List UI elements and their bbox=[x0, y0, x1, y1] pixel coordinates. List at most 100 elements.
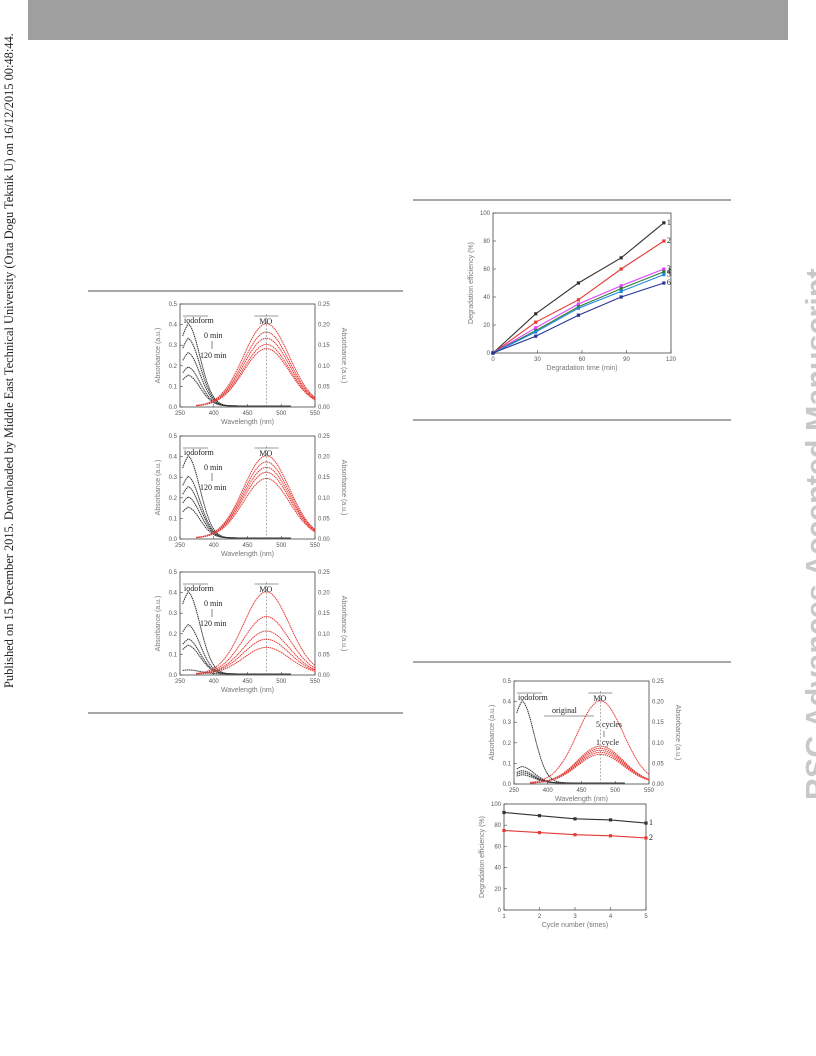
x-tick-label: 0 bbox=[491, 357, 495, 363]
x-axis-label: Wavelength (nm) bbox=[555, 796, 608, 803]
y2-axis-label: Absorbance (a.u.) bbox=[340, 460, 347, 516]
y2-axis-label: Absorbance (a.u.) bbox=[340, 596, 347, 652]
data-point bbox=[644, 836, 648, 840]
rule-left-bottom bbox=[88, 712, 403, 714]
y2-tick-label: 0.20 bbox=[318, 323, 330, 329]
x-tick-label: 400 bbox=[209, 679, 220, 685]
original-label: original bbox=[552, 706, 578, 715]
x-tick-label: 30 bbox=[534, 357, 541, 363]
iodoform-spectrum-curve bbox=[182, 506, 291, 539]
mo-spectrum-curve bbox=[196, 466, 316, 538]
mo-spectrum-curve bbox=[196, 348, 316, 407]
data-point bbox=[662, 239, 666, 243]
mo-label: MO bbox=[259, 317, 272, 326]
data-point bbox=[662, 281, 666, 285]
x-tick-label: 500 bbox=[276, 679, 287, 685]
publication-note-text: Published on 15 December 2015. Downloade… bbox=[2, 33, 16, 688]
data-point bbox=[644, 821, 648, 825]
y-tick-label: 40 bbox=[494, 866, 501, 872]
x-axis-label: Wavelength (nm) bbox=[221, 687, 274, 694]
x-tick-label: 250 bbox=[175, 679, 186, 685]
y-tick-label: 0.0 bbox=[169, 537, 178, 543]
x-tick-label: 250 bbox=[175, 411, 186, 417]
data-point bbox=[576, 306, 581, 310]
y-tick-label: 0.1 bbox=[169, 652, 178, 658]
y2-tick-label: 0.25 bbox=[652, 679, 664, 685]
iodoform-spectrum-curve bbox=[182, 669, 291, 675]
y-tick-label: 0.3 bbox=[169, 343, 178, 349]
y-tick-label: 0.1 bbox=[169, 384, 178, 390]
rule-right-2 bbox=[413, 419, 731, 421]
x-axis-label: Wavelength (nm) bbox=[221, 419, 274, 426]
x-tick-label: 450 bbox=[242, 411, 253, 417]
data-point bbox=[534, 320, 538, 324]
y-tick-label: 0.1 bbox=[169, 516, 178, 522]
y-tick-label: 0.2 bbox=[169, 632, 178, 638]
y-tick-label: 0 bbox=[498, 908, 502, 914]
y-tick-label: 0.5 bbox=[169, 434, 178, 440]
x-axis-label: Degradation time (min) bbox=[546, 365, 617, 372]
mo-label: MO bbox=[259, 449, 272, 458]
data-point bbox=[608, 818, 613, 822]
x-tick-label: 500 bbox=[276, 411, 287, 417]
mo-spectrum-curve bbox=[196, 323, 316, 406]
mo-spectrum-curve bbox=[196, 630, 316, 675]
y2-tick-label: 0.15 bbox=[318, 611, 330, 617]
y2-tick-label: 0.25 bbox=[318, 434, 330, 440]
iodoform-spectrum-curve bbox=[182, 485, 291, 539]
iodoform-spectrum-curve bbox=[182, 366, 291, 407]
y-tick-label: 0.5 bbox=[169, 302, 178, 308]
y-tick-label: 0.4 bbox=[169, 455, 178, 461]
iodoform-label: iodoform bbox=[184, 448, 215, 457]
y-axis-label: Absorbance (a.u.) bbox=[489, 705, 496, 761]
y-tick-label: 20 bbox=[494, 887, 501, 893]
data-point bbox=[534, 334, 538, 338]
iodoform-spectrum-curve bbox=[182, 638, 291, 675]
x-tick-label: 1 bbox=[502, 914, 506, 920]
y-tick-label: 0.2 bbox=[169, 496, 178, 502]
mo-spectrum-curve bbox=[196, 591, 316, 674]
series-line-1 bbox=[492, 222, 665, 354]
x-tick-label: 3 bbox=[573, 914, 577, 920]
x-tick-label: 450 bbox=[242, 679, 253, 685]
x-tick-label: 400 bbox=[543, 788, 554, 794]
y-tick-label: 0.1 bbox=[503, 761, 512, 767]
mo-spectrum-curve bbox=[196, 616, 316, 675]
data-point bbox=[573, 833, 577, 837]
journal-watermark: RSC Advances Accepted Manuscript bbox=[800, 268, 816, 800]
x-tick-label: 4 bbox=[609, 914, 613, 920]
data-point bbox=[619, 289, 623, 293]
iodoform-label: iodoform bbox=[518, 693, 549, 702]
data-point bbox=[576, 302, 581, 306]
y-tick-label: 40 bbox=[483, 295, 490, 301]
series-label-2: 2 bbox=[649, 833, 653, 842]
iodoform-spectrum-curve bbox=[182, 496, 291, 539]
rule-left-top bbox=[88, 290, 403, 292]
data-point bbox=[619, 287, 623, 291]
y-axis-label: Degradation efficiency (%) bbox=[468, 242, 475, 324]
mo-label: MO bbox=[593, 694, 606, 703]
mo-spectrum-curve bbox=[530, 753, 650, 784]
y2-tick-label: 0.05 bbox=[318, 516, 330, 522]
data-point bbox=[619, 284, 623, 288]
data-point bbox=[662, 221, 666, 225]
x-tick-label: 400 bbox=[209, 411, 220, 417]
mo-label: MO bbox=[259, 585, 272, 594]
cycle-spectra-chart: 250 400 450 500 550 0.0 0.1 0.2 0.3 0.4 0.5 0.00 0.0… bbox=[489, 679, 681, 803]
data-point bbox=[619, 267, 623, 271]
x-tick-label: 550 bbox=[310, 543, 321, 549]
y-tick-label: 0.4 bbox=[503, 700, 512, 706]
series-label-3: 3 bbox=[667, 264, 671, 273]
y2-tick-label: 0.10 bbox=[318, 632, 330, 638]
y2-tick-label: 0.20 bbox=[318, 455, 330, 461]
y-axis-label: Absorbance (a.u.) bbox=[155, 596, 162, 652]
x-tick-label: 90 bbox=[623, 357, 630, 363]
y-axis-label: Absorbance (a.u.) bbox=[155, 460, 162, 516]
mo-spectrum-curve bbox=[196, 478, 316, 539]
x-axis-label: Cycle number (times) bbox=[542, 922, 609, 929]
iodoform-spectrum-curve bbox=[182, 374, 291, 407]
journal-header-bar bbox=[28, 0, 788, 40]
time-end-label: 120 min bbox=[200, 619, 226, 628]
data-point bbox=[619, 256, 623, 260]
data-point bbox=[576, 281, 581, 285]
